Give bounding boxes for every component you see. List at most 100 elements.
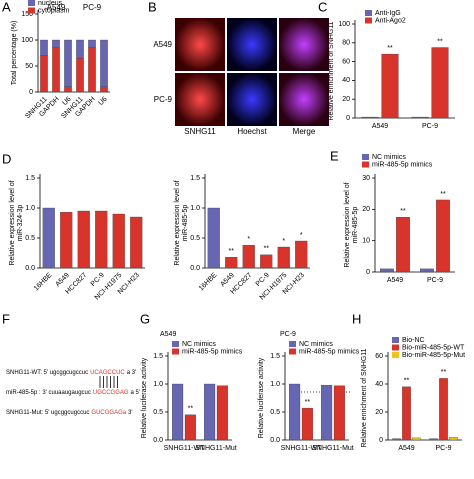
- y-tick-label: 0.5: [270, 409, 280, 416]
- panel-label: G: [140, 311, 150, 326]
- significance-label: *: [300, 232, 303, 239]
- legend-label: NC mimics: [372, 154, 406, 161]
- panel-label: A: [2, 0, 11, 14]
- x-tick-label: 16HBE: [33, 272, 54, 293]
- y-axis-label: miR-485-5p: [182, 205, 189, 242]
- bar-segment: [100, 39, 108, 87]
- y-tick-label: 50: [25, 63, 33, 70]
- chart-title: PC-9: [280, 331, 296, 338]
- y-axis-label: miR-485-5p: [352, 207, 359, 244]
- sequence-line: SNHG11-Mut: 5' ugcggcugccuc GUCGGAGa 3': [6, 410, 133, 416]
- bar-segment: [76, 58, 84, 93]
- significance-label: **: [229, 248, 235, 255]
- group-label: A549: [47, 3, 66, 12]
- bar: [431, 47, 449, 119]
- bar-segment: [64, 39, 72, 87]
- bar: [439, 378, 448, 441]
- legend-swatch: [289, 341, 296, 347]
- bar: [42, 207, 55, 269]
- y-tick-label: 1.5: [153, 353, 163, 360]
- bar-segment: [40, 39, 48, 56]
- legend-swatch: [365, 17, 372, 24]
- bar: [207, 207, 220, 269]
- significance-label: **: [305, 399, 311, 406]
- sequence-part: a 3': [127, 370, 137, 376]
- y-tick-label: 20: [342, 96, 350, 103]
- legend-swatch: [365, 10, 372, 16]
- y-tick-label: 80: [342, 40, 350, 47]
- y-tick-label: 1.0: [153, 381, 163, 388]
- y-tick-label: 100: [21, 37, 33, 44]
- y-axis-label: Total percentage (%): [11, 21, 18, 86]
- bar: [411, 116, 429, 119]
- legend-label: nucleus: [38, 0, 63, 7]
- y-tick-label: 40: [375, 381, 383, 388]
- y-tick-label: 1.5: [25, 175, 35, 182]
- y-axis-label: Relative expression level of: [174, 180, 181, 265]
- panel-label: D: [2, 151, 11, 166]
- sequence-part: UCAGCCUC: [90, 370, 125, 376]
- bar: [429, 438, 438, 441]
- y-tick-label: 0.0: [190, 265, 200, 272]
- sequence-part: SNHG11-Mut: 5' ugcggcugccuc: [6, 410, 89, 416]
- y-tick-label: 100: [338, 21, 350, 28]
- legend-swatch: [28, 0, 35, 6]
- bar: [112, 213, 125, 269]
- significance-label: **: [441, 369, 447, 376]
- bar: [396, 217, 410, 273]
- bar: [449, 437, 458, 441]
- y-tick-label: 0: [346, 115, 350, 122]
- y-axis-label: Relative expression level of: [344, 182, 351, 267]
- bar: [184, 414, 196, 441]
- y-tick-label: 1.5: [270, 353, 280, 360]
- bar-segment: [88, 47, 96, 93]
- x-tick-label: PC-9: [422, 123, 438, 130]
- panel-label: B: [148, 0, 157, 14]
- bar: [289, 383, 301, 441]
- bar: [321, 384, 333, 441]
- bar-segment: [52, 39, 60, 48]
- group-label: PC-9: [83, 3, 102, 12]
- column-label: Merge: [293, 127, 316, 136]
- significance-label: **: [404, 378, 410, 385]
- x-tick-label: 16HBE: [198, 272, 219, 293]
- y-axis-label: miR-324-3p: [17, 205, 24, 242]
- legend-label: NC mimics: [299, 341, 333, 348]
- y-tick-label: 0.0: [25, 265, 35, 272]
- bar: [60, 212, 73, 269]
- bar-segment: [40, 55, 48, 93]
- y-tick-label: 0.5: [25, 235, 35, 242]
- row-label: PC-9: [154, 95, 173, 104]
- legend-swatch: [392, 352, 399, 358]
- y-tick-label: 0.0: [153, 437, 163, 444]
- y-tick-label: 30: [362, 175, 370, 182]
- legend-swatch: [362, 154, 369, 160]
- panel-label: F: [2, 311, 10, 326]
- y-tick-label: 0.0: [270, 437, 280, 444]
- bar: [381, 53, 399, 119]
- y-tick-label: 1.5: [190, 175, 200, 182]
- bar-segment: [100, 86, 108, 93]
- bar-segment: [76, 39, 84, 59]
- bar: [204, 383, 216, 441]
- x-tick-label: PC-9: [436, 445, 452, 452]
- legend-label: Anti-Ago2: [375, 17, 406, 24]
- legend-swatch: [289, 348, 296, 355]
- legend-label: NC mimics: [182, 341, 216, 348]
- significance-label: *: [247, 236, 250, 243]
- chart-title: A549: [160, 331, 176, 338]
- legend-label: miR-485-5p mimics: [182, 348, 243, 355]
- sequence-part: miR-485-5p : 3' cuuaaugaugcuc: [6, 390, 91, 396]
- y-tick-label: 0.5: [153, 409, 163, 416]
- legend-swatch: [392, 344, 399, 351]
- bar: [420, 268, 434, 273]
- bar: [361, 116, 379, 119]
- bar: [301, 407, 313, 441]
- y-tick-label: 20: [362, 206, 370, 213]
- bar: [95, 210, 108, 269]
- legend-label: miR-485-5p mimics: [372, 161, 433, 168]
- sequence-line: miR-485-5p : 3' cuuaaugaugcuc UGCCGGAG a 5…: [6, 390, 140, 396]
- bar: [130, 216, 143, 269]
- y-tick-label: 1.0: [190, 205, 200, 212]
- y-tick-label: 1.0: [25, 205, 35, 212]
